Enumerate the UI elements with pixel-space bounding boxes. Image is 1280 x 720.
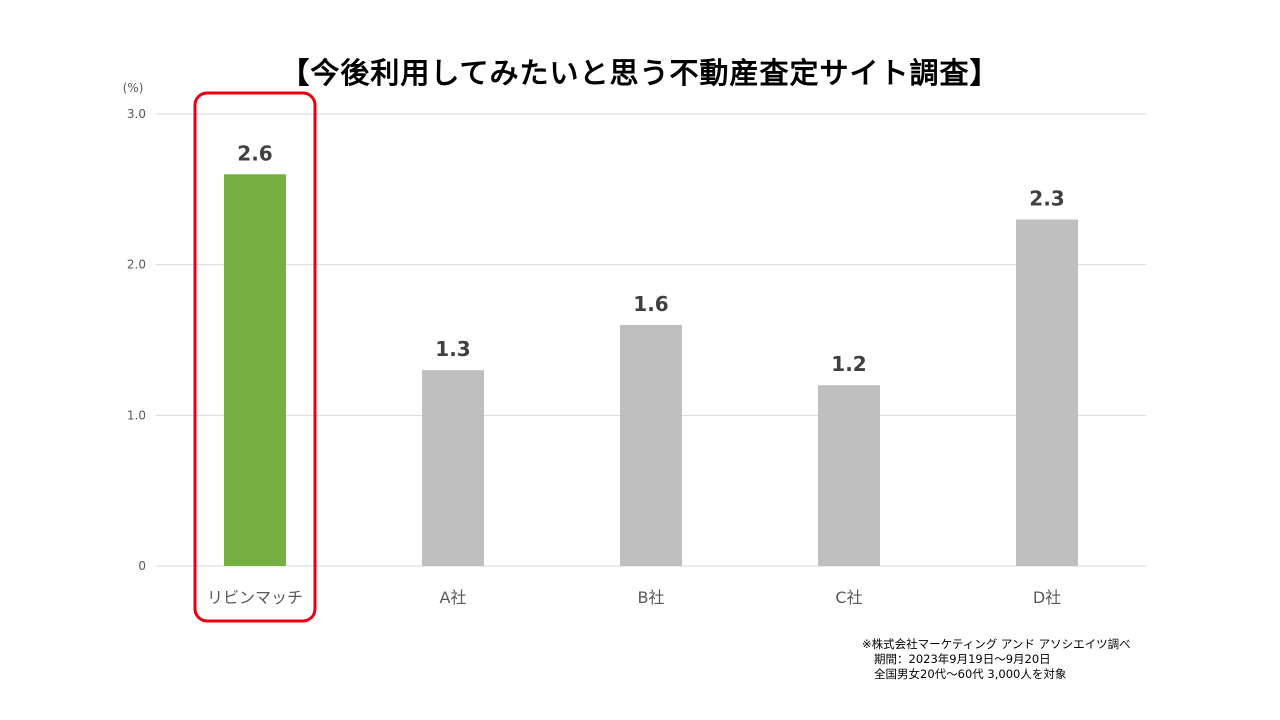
bar <box>620 324 682 566</box>
source-note: ※株式会社マーケティング アンド アソシエイツ調べ 期間：2023年9月19日～… <box>862 637 1131 682</box>
bar <box>818 385 880 566</box>
data-label: 2.3 <box>1029 186 1064 210</box>
source-note-line: ※株式会社マーケティング アンド アソシエイツ調べ <box>862 637 1131 651</box>
data-label: 1.2 <box>831 352 866 376</box>
y-tick-label: 1.0 <box>127 408 146 422</box>
y-tick-label: 0 <box>138 559 146 573</box>
category-label: C社 <box>835 588 862 607</box>
category-label: B社 <box>638 588 665 607</box>
y-tick-label: 2.0 <box>127 258 146 272</box>
y-unit-label: (%) <box>123 81 144 95</box>
bar <box>224 174 286 566</box>
category-label: D社 <box>1033 588 1061 607</box>
data-label: 1.3 <box>435 337 470 361</box>
chart-title: 【今後利用してみたいと思う不動産査定サイト調査】 <box>280 56 1000 90</box>
category-label: リビンマッチ <box>207 588 303 607</box>
bar <box>1016 219 1078 566</box>
source-note-line: 全国男女20代～60代 3,000人を対象 <box>874 667 1067 681</box>
y-tick-label: 3.0 <box>127 107 146 121</box>
data-label: 2.6 <box>237 141 272 165</box>
bar <box>422 370 484 566</box>
highlight-frame <box>193 91 317 623</box>
data-label: 1.6 <box>633 292 668 316</box>
source-note-line: 期間：2023年9月19日～9月20日 <box>874 652 1051 666</box>
category-label: A社 <box>440 588 467 607</box>
